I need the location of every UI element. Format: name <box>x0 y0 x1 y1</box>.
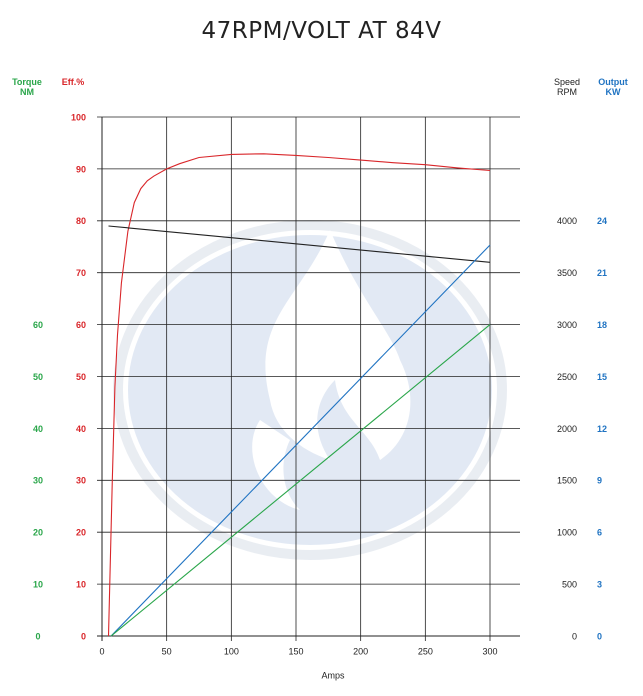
torque-tick-label-0: 0 <box>35 631 40 641</box>
output-tick-label-3: 9 <box>597 476 602 486</box>
speed-tick-label-6: 3000 <box>557 320 577 330</box>
speed-axis-title-text: Speed RPM <box>553 77 581 97</box>
output-tick-label-7: 21 <box>597 268 607 278</box>
series-line-speed <box>108 225 491 263</box>
output-tick-label-8: 24 <box>597 216 607 226</box>
efficiency-axis-title: Eff.% <box>56 77 90 87</box>
output-axis-title: Output KW <box>590 77 636 97</box>
x-tick-label-6: 300 <box>482 646 497 656</box>
output-tick-label-2: 6 <box>597 528 602 538</box>
torque-tick-label-5: 50 <box>33 372 43 382</box>
x-tick-label-3: 150 <box>288 646 303 656</box>
torque-tick-label-1: 10 <box>33 579 43 589</box>
speed-tick-label-8: 4000 <box>557 216 577 226</box>
output-tick-label-0: 0 <box>597 631 602 641</box>
output-tick-label-6: 18 <box>597 320 607 330</box>
output-tick-label-1: 3 <box>597 579 602 589</box>
x-tick-label-5: 250 <box>418 646 433 656</box>
efficiency-tick-label-5: 50 <box>76 372 86 382</box>
x-axis-title: Amps <box>321 670 345 680</box>
speed-tick-label-2: 1000 <box>557 528 577 538</box>
series-line-efficiency <box>107 153 491 637</box>
torque-axis-title-text: Torque NM <box>12 77 42 97</box>
speed-tick-label-4: 2000 <box>557 424 577 434</box>
torque-tick-label-6: 60 <box>33 320 43 330</box>
efficiency-tick-label-3: 30 <box>76 476 86 486</box>
grid <box>97 116 520 641</box>
torque-tick-label-3: 30 <box>33 476 43 486</box>
output-tick-label-5: 15 <box>597 372 607 382</box>
efficiency-tick-label-6: 60 <box>76 320 86 330</box>
x-tick-label-1: 50 <box>162 646 172 656</box>
watermark-logo <box>113 220 507 560</box>
output-tick-label-4: 12 <box>597 424 607 434</box>
speed-tick-label-0: 0 <box>572 631 577 641</box>
speed-tick-label-1: 500 <box>562 579 577 589</box>
watermark-ring <box>113 220 507 560</box>
axis-labels: 0102030405060010203040506070809010005001… <box>33 112 607 680</box>
torque-axis-title: Torque NM <box>4 77 50 97</box>
chart-title: 47RPM/VOLT AT 84V <box>201 18 442 44</box>
efficiency-tick-label-7: 70 <box>76 268 86 278</box>
efficiency-tick-label-4: 40 <box>76 424 86 434</box>
series-line-output <box>110 244 491 637</box>
torque-tick-label-4: 40 <box>33 424 43 434</box>
x-tick-label-2: 100 <box>224 646 239 656</box>
efficiency-tick-label-9: 90 <box>76 164 86 174</box>
x-tick-label-0: 0 <box>99 646 104 656</box>
efficiency-tick-label-10: 100 <box>71 112 86 122</box>
output-axis-title-text: Output KW <box>598 77 628 97</box>
efficiency-tick-label-2: 20 <box>76 528 86 538</box>
x-tick-label-4: 200 <box>353 646 368 656</box>
speed-tick-label-7: 3500 <box>557 268 577 278</box>
efficiency-axis-title-text: Eff.% <box>61 77 85 87</box>
watermark-flame <box>252 230 411 510</box>
efficiency-tick-label-0: 0 <box>81 631 86 641</box>
speed-tick-label-5: 2500 <box>557 372 577 382</box>
speed-tick-label-3: 1500 <box>557 476 577 486</box>
series-lines <box>107 153 491 637</box>
watermark-disc <box>128 235 492 545</box>
efficiency-tick-label-1: 10 <box>76 579 86 589</box>
efficiency-tick-label-8: 80 <box>76 216 86 226</box>
speed-axis-title: Speed RPM <box>547 77 587 97</box>
torque-tick-label-2: 20 <box>33 528 43 538</box>
series-line-torque <box>110 324 491 637</box>
